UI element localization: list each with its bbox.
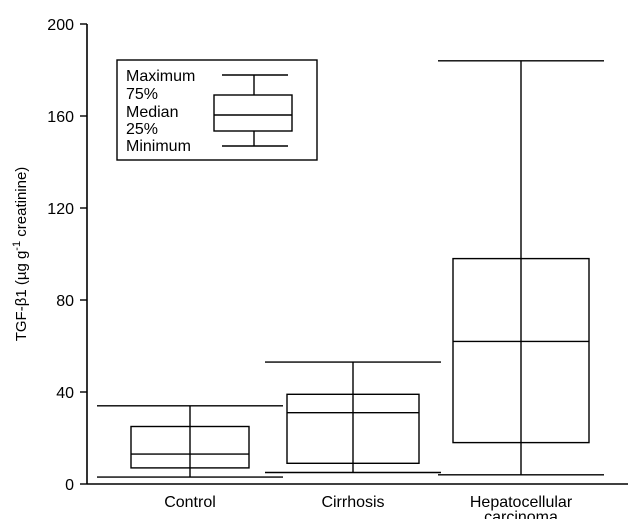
x-category-label: Hepatocellular (470, 494, 573, 511)
legend-label-25: 25% (126, 121, 158, 138)
legend-label-75: 75% (126, 86, 158, 103)
y-tick-label: 200 (47, 17, 74, 34)
legend: Maximum 75% Median 25% Minimum (116, 59, 318, 161)
box-group (97, 405, 283, 478)
y-tick-label: 80 (56, 293, 74, 310)
box-group (265, 361, 441, 474)
y-tick-label: 0 (65, 477, 74, 494)
y-axis: 0 40 80 120 160 200 (47, 17, 88, 494)
y-tick-label: 40 (56, 385, 74, 402)
box-group (438, 60, 604, 476)
x-category-label: carcinoma (484, 509, 558, 519)
legend-label-median: Median (126, 104, 178, 121)
box-iqr (452, 257, 590, 444)
legend-box (213, 94, 293, 132)
legend-label-maximum: Maximum (126, 68, 195, 85)
box-iqr (130, 425, 250, 469)
x-category-label: Cirrhosis (321, 494, 384, 511)
box-series (97, 60, 604, 478)
box-iqr (286, 393, 420, 464)
legend-frame (116, 59, 318, 161)
y-tick-label: 160 (47, 109, 74, 126)
x-category-label: Control (164, 494, 216, 511)
y-tick-label: 120 (47, 201, 74, 218)
y-ticks: 0 40 80 120 160 200 (47, 17, 87, 494)
y-axis-title: TGF-β1 (µg g-1 creatinine) (11, 167, 30, 342)
legend-label-minimum: Minimum (126, 138, 191, 155)
